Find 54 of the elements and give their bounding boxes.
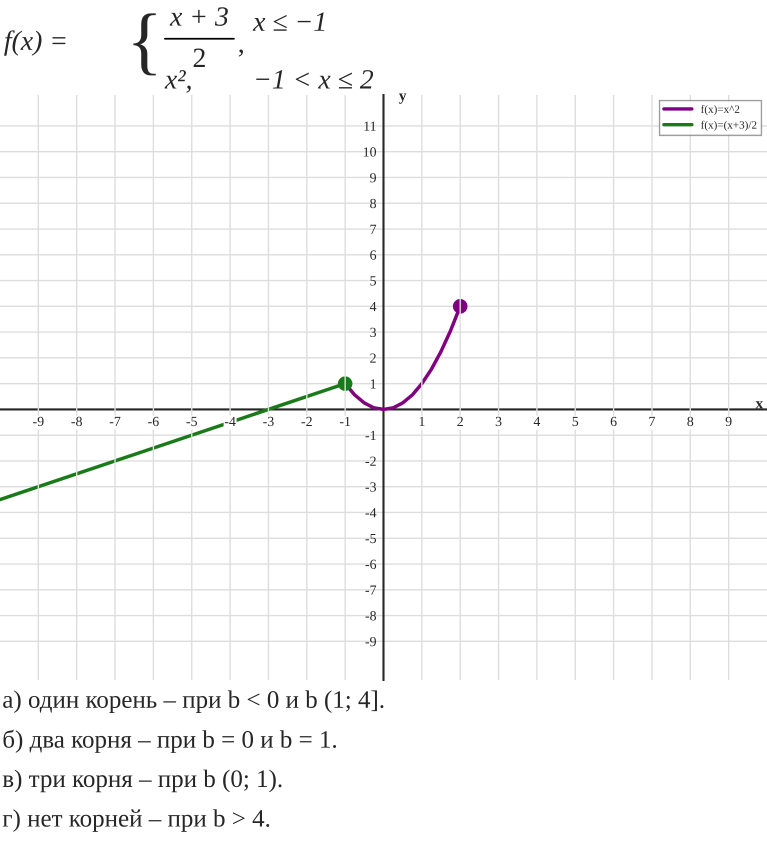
x-tick-label: -8 bbox=[71, 416, 82, 426]
x-tick-label: 3 bbox=[496, 416, 502, 426]
text: f(x) = bbox=[4, 30, 66, 56]
x-tick-label: -6 bbox=[148, 416, 159, 426]
x-tick-label: -3 bbox=[263, 416, 274, 426]
text: б) два корня – при b = 0 и b = 1. bbox=[3, 730, 336, 753]
y-tick-label: -5 bbox=[366, 534, 376, 544]
y-axis-title: y bbox=[399, 93, 406, 104]
x-tick-label: -4 bbox=[224, 416, 236, 426]
text: , bbox=[238, 49, 243, 57]
x-tick-label: -2 bbox=[302, 416, 312, 426]
x-tick-label: -9 bbox=[33, 416, 44, 426]
y-tick-label: 4 bbox=[370, 302, 376, 312]
x-tick-label: 7 bbox=[649, 416, 656, 426]
text: а) один корень – при b < 0 и b (1; 4]. bbox=[3, 690, 384, 714]
y-tick-label: 10 bbox=[364, 147, 376, 157]
y-tick-label: -1 bbox=[366, 430, 376, 440]
text: −1 < x ≤ 2 bbox=[256, 70, 374, 88]
y-tick-label: 3 bbox=[370, 328, 376, 338]
x-axis-title: x bbox=[756, 401, 764, 408]
y-tick-label: -9 bbox=[366, 636, 376, 646]
legend-label: f(x)=(x+3)/2 bbox=[701, 120, 756, 131]
y-tick-label: -8 bbox=[366, 611, 376, 621]
x-tick-label: 8 bbox=[687, 416, 694, 426]
x-tick-label: -1 bbox=[340, 416, 350, 426]
y-tick-label: -3 bbox=[366, 482, 376, 492]
text: в) три корня – при b (0; 1). bbox=[2, 770, 282, 792]
text: x + 3 bbox=[170, 7, 228, 26]
text: { bbox=[133, 13, 156, 76]
x-tick-label: 9 bbox=[726, 416, 732, 426]
legend-label: f(x)=x^2 bbox=[701, 105, 740, 116]
text: x ≤ −1 bbox=[252, 12, 324, 31]
y-tick-label: 6 bbox=[370, 250, 376, 260]
x-tick-label: 2 bbox=[457, 416, 463, 426]
y-tick-label: 5 bbox=[370, 276, 376, 286]
y-tick-label: 7 bbox=[370, 224, 376, 234]
y-tick-label: 1 bbox=[370, 379, 376, 388]
x-tick-label: 5 bbox=[572, 416, 578, 426]
y-tick-label: 2 bbox=[370, 353, 376, 363]
x-tick-label: 4 bbox=[534, 416, 540, 426]
y-tick-label: -2 bbox=[366, 456, 376, 466]
x-tick-label: -7 bbox=[110, 416, 120, 426]
y-tick-label: 11 bbox=[364, 122, 376, 131]
x-tick-label: 6 bbox=[610, 416, 617, 426]
x-tick-label: -5 bbox=[186, 416, 197, 426]
y-tick-label: 9 bbox=[370, 173, 376, 182]
x-tick-label: 1 bbox=[420, 416, 424, 426]
y-tick-label: -4 bbox=[366, 508, 376, 518]
text: x², bbox=[164, 70, 191, 93]
text: г) нет корней – при b > 4. bbox=[2, 809, 270, 832]
y-tick-label: -7 bbox=[366, 586, 376, 595]
text: 2 bbox=[194, 48, 205, 67]
y-tick-label: 8 bbox=[370, 198, 376, 208]
y-tick-label: -6 bbox=[366, 560, 376, 569]
